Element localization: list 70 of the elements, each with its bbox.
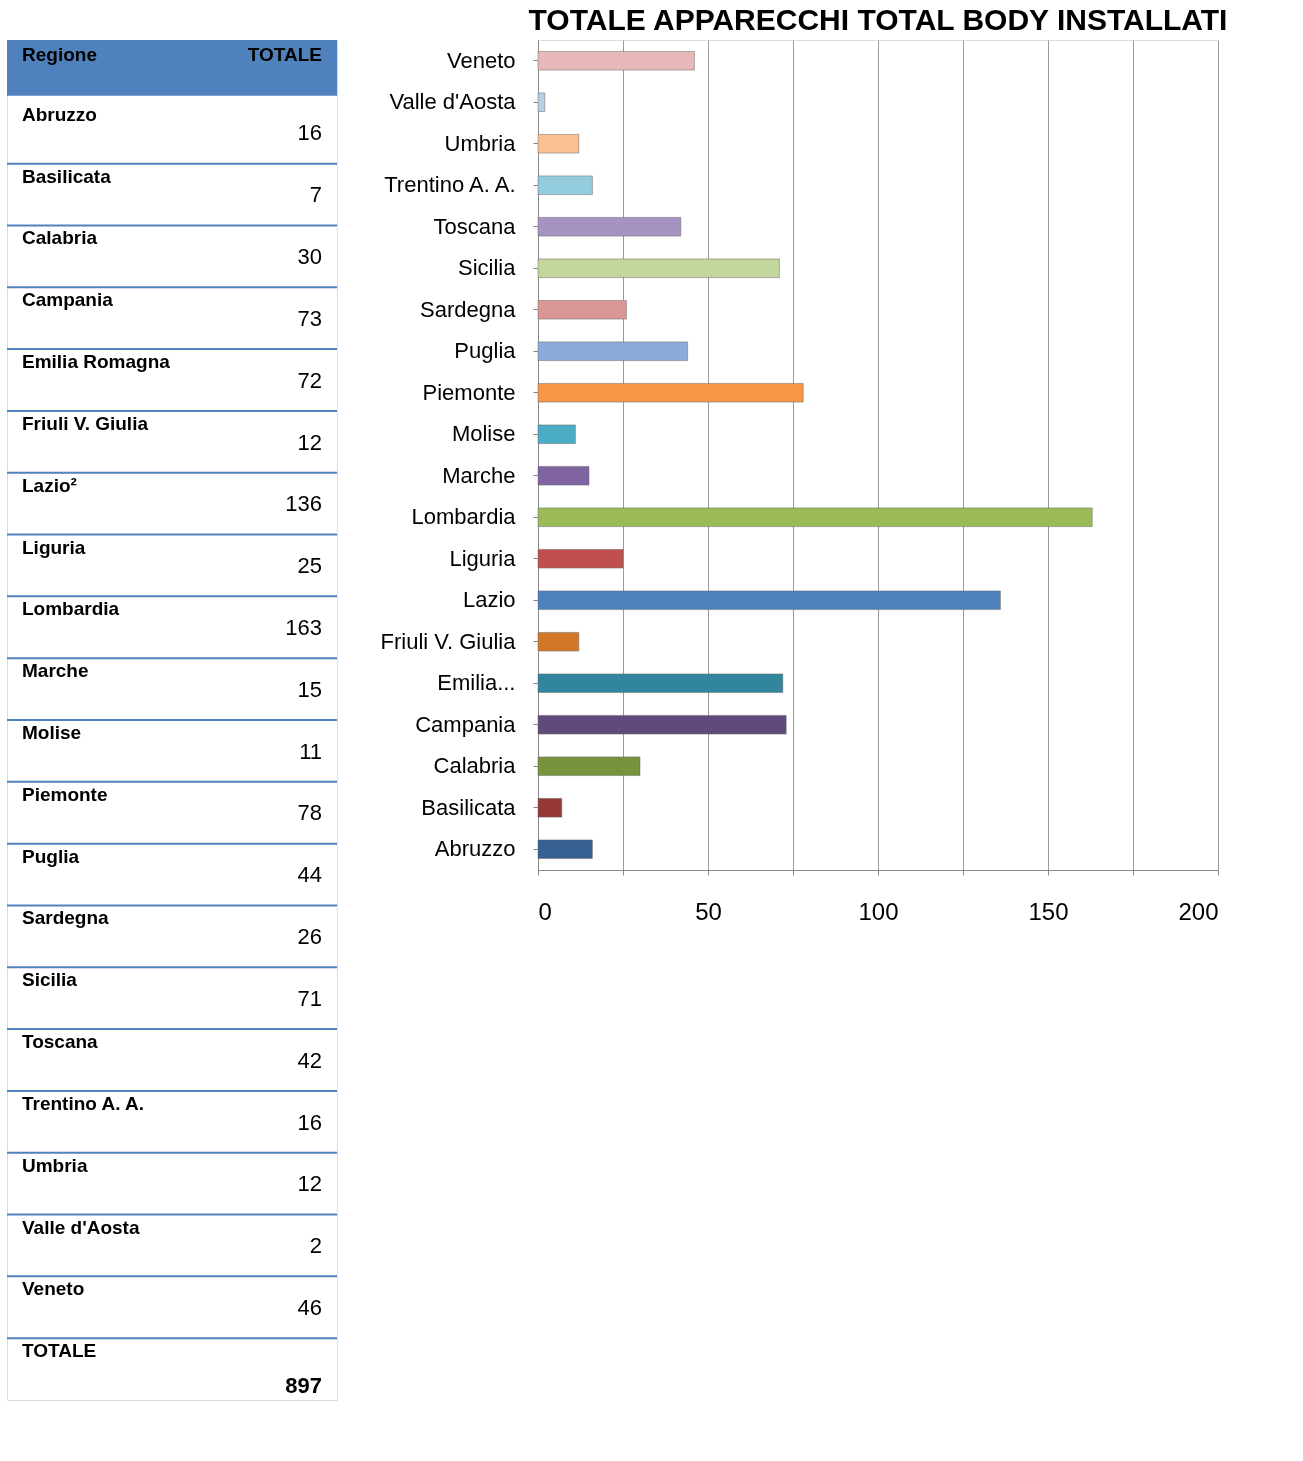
- y-tick-label: Valle d'Aosta: [389, 89, 517, 115]
- category-label: Abruzzo: [22, 103, 97, 125]
- category-label: Friuli V. Giulia: [22, 412, 149, 434]
- y-tick-label: Trentino A. A.: [384, 172, 516, 198]
- y-tick-label: Molise: [451, 421, 516, 447]
- text: 897: [285, 1373, 322, 1398]
- data-label: 78: [297, 800, 322, 826]
- data-label: 15: [297, 676, 322, 702]
- y-tick-label: Sicilia: [458, 255, 517, 281]
- x-tick-label: 100: [858, 897, 899, 925]
- y-tick-label: Basilicata: [421, 794, 517, 820]
- data-label: 26: [297, 924, 322, 950]
- category-label: Lombardia: [22, 598, 120, 620]
- data-label: 73: [297, 305, 322, 331]
- x-tick-label: 0: [538, 897, 552, 925]
- category-label: Basilicata: [22, 165, 112, 187]
- data-label: 12: [297, 429, 322, 455]
- y-tick-label: Friuli V. Giulia: [380, 628, 517, 654]
- data-label: 42: [297, 1047, 322, 1073]
- category-label: Sardegna: [22, 907, 110, 929]
- category-label: Marche: [22, 660, 89, 682]
- data-label: 2: [309, 1233, 322, 1259]
- data-label: 72: [297, 367, 322, 393]
- y-tick-label: Marche: [442, 462, 516, 488]
- x-tick-label: 50: [695, 897, 722, 925]
- y-tick-label: Umbria: [444, 130, 517, 156]
- category-label: Liguria: [22, 536, 86, 558]
- category-label: Trentino A. A.: [22, 1092, 145, 1114]
- data-label: 11: [299, 738, 322, 764]
- y-tick-label: Liguria: [449, 545, 517, 571]
- category-label: Piemonte: [22, 783, 108, 805]
- y-tick-label: Veneto: [446, 47, 516, 73]
- chart-title: TOTALE APPARECCHI TOTAL BODY INSTALLATI: [528, 3, 1228, 36]
- y-tick-label: Piemonte: [422, 379, 516, 405]
- y-tick-label: Puglia: [454, 338, 517, 364]
- category-label: Campania: [22, 289, 114, 311]
- data-label: 71: [297, 985, 322, 1011]
- category-label: Valle d'Aosta: [22, 1216, 140, 1238]
- y-tick-label: Campania: [415, 711, 517, 737]
- y-tick-label: Calabria: [433, 753, 517, 779]
- text: TOTALE: [22, 1340, 97, 1362]
- y-tick-label: Lazio: [462, 587, 516, 613]
- text: TOTALE: [247, 44, 322, 66]
- data-label: 30: [297, 244, 322, 270]
- category-label: Calabria: [22, 227, 98, 249]
- category-label: Puglia: [22, 845, 80, 867]
- y-tick-label: Sardegna: [420, 296, 517, 322]
- y-tick-label: Toscana: [433, 213, 517, 239]
- data-label: 16: [297, 120, 322, 146]
- data-label: 46: [297, 1295, 322, 1320]
- x-tick-label: 200: [1178, 897, 1219, 925]
- category-label: Emilia Romagna: [22, 351, 171, 373]
- y-tick-label: Lombardia: [411, 504, 517, 530]
- category-label: Toscana: [22, 1031, 99, 1053]
- data-label: 12: [297, 1171, 322, 1197]
- data-label: 136: [285, 491, 322, 517]
- data-label: 25: [297, 553, 322, 579]
- category-label: Veneto: [22, 1278, 85, 1300]
- data-label: 16: [297, 1109, 322, 1135]
- y-tick-label: Emilia...: [437, 670, 516, 696]
- text: Regione: [22, 44, 97, 66]
- category-label: Sicilia: [22, 969, 78, 991]
- category-label: Umbria: [22, 1154, 88, 1176]
- x-tick-label: 150: [1028, 897, 1069, 925]
- category-label: Molise: [22, 722, 82, 743]
- y-tick-label: Abruzzo: [434, 836, 516, 862]
- category-label: Lazio²: [22, 474, 77, 496]
- data-label: 44: [297, 862, 322, 888]
- data-label: 163: [285, 615, 322, 640]
- data-label: 7: [309, 182, 322, 208]
